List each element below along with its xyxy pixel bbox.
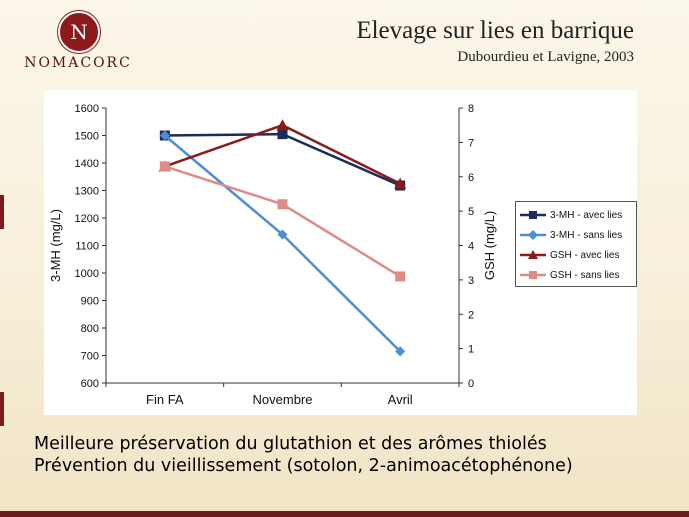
data-point — [277, 129, 288, 140]
y-left-tick-label: 600 — [81, 378, 99, 390]
legend-item: GSH - avec lies — [520, 245, 636, 265]
y-right-tick-label: 7 — [468, 137, 474, 149]
edge-decoration — [0, 195, 4, 229]
series-line-2 — [164, 134, 402, 353]
y-left-tick-label: 900 — [81, 296, 99, 308]
y-right-tick-label: 5 — [468, 206, 474, 218]
legend-item: 3-MH - sans lies — [520, 225, 636, 245]
legend-label: 3-MH - sans lies — [550, 229, 623, 241]
y-left-tick-label: 1500 — [75, 131, 99, 143]
slide-title: Elevage sur lies en barrique — [356, 17, 634, 44]
logo-text: NOMACORC — [24, 55, 132, 71]
legend-swatch-icon — [520, 271, 546, 279]
caption-line-2: Prévention du vieillissement (sotolon, 2… — [34, 456, 573, 476]
bottom-bar — [0, 511, 689, 517]
data-point — [395, 271, 406, 282]
y-right-tick-label: 6 — [468, 172, 474, 184]
legend-label: 3-MH - avec lies — [550, 209, 623, 221]
line-chart: 600 700 800 900 1000 1100 1200 1300 1400 1500 1600… — [48, 103, 497, 407]
y-left-tick-label: 1100 — [75, 241, 99, 253]
y-left-tick-label: 700 — [81, 351, 99, 363]
y-left-tick-label: 1400 — [75, 158, 99, 170]
data-point — [277, 229, 288, 240]
edge-decoration — [0, 392, 4, 426]
x-tick-label: Fin FA — [146, 392, 184, 407]
y-left-tick-label: 800 — [81, 323, 99, 335]
legend-swatch-icon — [520, 211, 546, 219]
y-right-tick-label: 2 — [468, 309, 474, 321]
nomacorc-logo-icon: N — [58, 11, 100, 53]
logo-letter: N — [70, 20, 88, 44]
y-right-axis-title: GSH (mg/L) — [482, 211, 497, 280]
y-left-axis-title: 3-MH (mg/L) — [48, 209, 63, 282]
data-point — [159, 161, 170, 172]
legend-label: GSH - avec lies — [550, 249, 620, 261]
data-point — [395, 346, 406, 357]
y-left-tick-label: 1200 — [75, 213, 99, 225]
x-tick-label: Avril — [388, 392, 413, 407]
legend-swatch-icon — [520, 230, 546, 240]
legend-item: 3-MH - avec lies — [520, 205, 636, 225]
y-right-tick-label: 8 — [468, 103, 474, 115]
data-point — [276, 119, 289, 131]
y-right-tick-label: 3 — [468, 275, 474, 287]
legend-item: GSH - sans lies — [520, 265, 636, 285]
data-point — [159, 130, 170, 141]
chart-legend: 3-MH - avec lies 3-MH - sans lies GSH - av… — [515, 201, 637, 287]
data-point — [277, 199, 288, 210]
data-point — [394, 177, 407, 189]
y-right-tick-label: 4 — [468, 241, 474, 253]
y-left-tick-label: 1600 — [75, 103, 99, 115]
caption-line-1: Meilleure préservation du glutathion et … — [34, 434, 547, 454]
y-right-tick-label: 0 — [468, 378, 474, 390]
y-right-tick-label: 1 — [468, 344, 474, 356]
legend-swatch-icon — [520, 250, 546, 259]
x-tick-label: Novembre — [253, 392, 313, 407]
series-line-4 — [164, 165, 401, 278]
y-left-tick-label: 1000 — [75, 268, 99, 280]
slide-subtitle: Dubourdieu et Lavigne, 2003 — [457, 49, 634, 65]
legend-label: GSH - sans lies — [550, 269, 620, 281]
y-left-tick-label: 1300 — [75, 186, 99, 198]
